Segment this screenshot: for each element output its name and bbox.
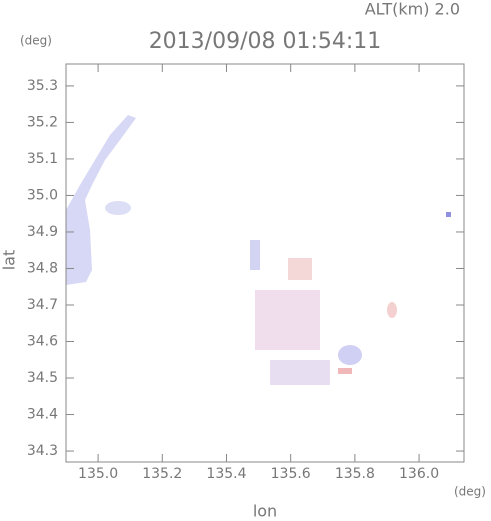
echo-area	[338, 368, 352, 374]
y-tick-label: 34.8	[27, 260, 58, 276]
y-tick-label: 35.0	[27, 187, 58, 203]
echo-area	[255, 290, 320, 350]
y-tick-label: 34.6	[27, 334, 58, 350]
echo-area	[446, 212, 451, 217]
y-tick-label: 34.9	[27, 224, 58, 240]
x-tick-label: 135.6	[271, 466, 311, 482]
y-tick-label: 34.3	[27, 443, 58, 459]
y-tick-label: 34.4	[27, 407, 58, 423]
x-tick-label: 136.0	[399, 466, 439, 482]
x-tick-label: 135.0	[78, 466, 118, 482]
plot-frame	[65, 63, 465, 463]
y-axis-label: lat	[0, 250, 19, 271]
y-tick-label: 35.1	[27, 151, 58, 167]
echo-patches	[66, 115, 451, 385]
echo-area	[338, 345, 362, 365]
altitude-label: ALT(km) 2.0	[365, 0, 460, 19]
y-tick-label: 35.3	[27, 78, 58, 94]
y-unit: (deg)	[20, 34, 52, 48]
x-tick-label: 135.2	[142, 466, 182, 482]
x-axis-label: lon	[253, 502, 277, 521]
y-tick-label: 34.7	[27, 297, 58, 313]
y-tick-label: 34.5	[27, 370, 58, 386]
echo-area	[250, 240, 260, 270]
x-tick-label: 135.4	[206, 466, 246, 482]
echo-area	[66, 115, 136, 285]
echo-area	[270, 360, 330, 385]
y-tick-label: 35.2	[27, 114, 58, 130]
x-tick-label: 135.8	[335, 466, 375, 482]
echo-area	[288, 258, 312, 280]
x-unit: (deg)	[454, 485, 486, 499]
echo-area	[105, 201, 131, 215]
echo-area	[387, 302, 397, 318]
chart-title: 2013/09/08 01:54:11	[149, 29, 382, 54]
